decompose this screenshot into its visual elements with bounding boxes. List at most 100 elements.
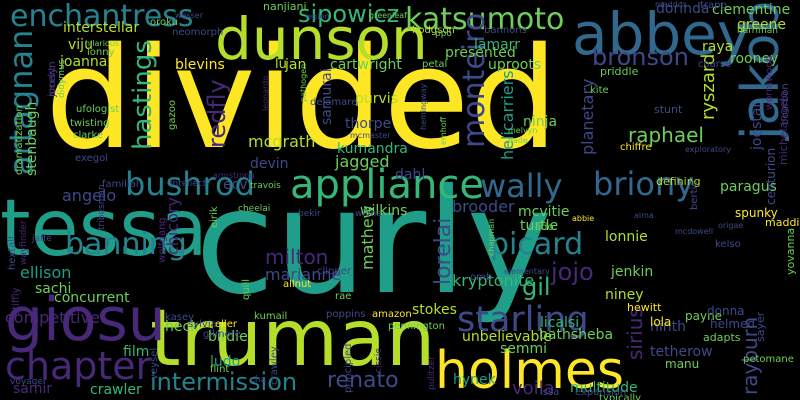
word-bushrod: bushrod bbox=[125, 165, 255, 203]
word-jagged: jagged bbox=[335, 152, 390, 171]
word-bronson: bronson bbox=[592, 43, 689, 71]
word-alma: alma bbox=[634, 211, 654, 220]
word-ppo: ppo bbox=[435, 29, 452, 39]
word-kasey: kasey bbox=[165, 312, 195, 323]
word-sylvia: sylvia bbox=[188, 319, 217, 330]
word-clarke: clarke bbox=[73, 130, 104, 141]
word-exegol: exegol bbox=[75, 153, 108, 164]
word-cissie: cissie bbox=[374, 348, 384, 373]
word-jan: jan bbox=[285, 57, 307, 73]
word-flint: flint bbox=[210, 364, 230, 375]
word-michelangelo: michelangelo bbox=[777, 91, 790, 165]
word-paragus: paragus bbox=[720, 179, 777, 195]
word-hilarious: hilarious bbox=[85, 39, 120, 48]
word-omb: omb bbox=[470, 272, 493, 283]
word-picard: picard bbox=[490, 227, 584, 262]
word-lonny: lonny bbox=[87, 47, 115, 58]
word-gazoo: gazoo bbox=[167, 100, 178, 130]
word-yovanna: yovanna bbox=[784, 227, 797, 275]
word-voyager: voyager bbox=[10, 377, 47, 387]
word-maddox: maddox bbox=[655, 0, 688, 9]
word-curly: curly bbox=[195, 158, 553, 327]
word-gil: gil bbox=[522, 273, 551, 301]
word-greenleaf: greenleaf bbox=[369, 11, 407, 20]
word-holmes: holmes bbox=[435, 341, 624, 400]
word-stiffly: stiffly bbox=[11, 287, 22, 316]
word-issa: issa bbox=[540, 387, 560, 398]
word-ecv: ecv bbox=[223, 177, 248, 193]
word-gilmore: gilmore bbox=[203, 329, 241, 340]
word-lonnie: lonnie bbox=[605, 229, 648, 245]
word-donna: donna bbox=[707, 304, 745, 318]
word-origae: origae bbox=[718, 221, 744, 230]
word-licalsi: licalsi bbox=[540, 315, 580, 331]
word-ellison: ellison bbox=[20, 263, 72, 282]
word-amazon: amazon bbox=[372, 309, 412, 320]
word-poppins: poppins bbox=[326, 309, 366, 320]
word-marianne: marianne bbox=[265, 265, 342, 284]
word-stenbaugh: stenbaugh bbox=[24, 101, 40, 176]
word-devin: devin bbox=[250, 156, 289, 172]
word-ufologist: ufologist bbox=[76, 104, 120, 115]
word-enchantress: enchantress bbox=[10, 0, 194, 34]
word-raphael: raphael bbox=[628, 123, 704, 147]
word-tribesman: tribesman bbox=[97, 184, 107, 230]
word-competitive: competitive bbox=[5, 308, 100, 327]
word-tessa: tessa bbox=[0, 184, 208, 274]
word-bertie: bertie bbox=[689, 180, 700, 210]
word-giosu: giosu bbox=[5, 285, 166, 355]
word-melvyn: melvyn bbox=[508, 126, 538, 135]
word-niney: niney bbox=[605, 287, 644, 303]
word-trapp: trapp bbox=[700, 0, 727, 11]
word-kumandra: kumandra bbox=[337, 141, 408, 157]
word-jaffe: jaffe bbox=[32, 234, 52, 244]
word-oroku: oroku bbox=[150, 17, 178, 28]
word-expansion: expansion bbox=[575, 387, 627, 398]
word-eller: eller bbox=[215, 319, 237, 330]
word-pulitzer: pulitzer bbox=[427, 356, 437, 390]
word-viju: viju bbox=[68, 37, 93, 53]
word-petomane: petomane bbox=[743, 354, 794, 365]
word-mcmaster: mcmaster bbox=[350, 131, 391, 140]
word-wayfinder: wayfinder bbox=[19, 220, 29, 265]
word-joanna: joanna bbox=[60, 54, 108, 70]
word-unbelievable: unbelievable bbox=[462, 329, 552, 345]
word-stokes: stokes bbox=[412, 302, 457, 318]
word-greene: greene bbox=[737, 17, 787, 33]
word-hextall: hextall bbox=[7, 236, 18, 270]
word-truman: truman bbox=[150, 294, 436, 384]
word-mcdowell: mcdowell bbox=[675, 227, 714, 236]
word-lamarr: lamarr bbox=[474, 37, 520, 53]
word-sayer: sayer bbox=[754, 311, 767, 342]
word-wormwood: wormwood bbox=[764, 55, 775, 110]
word-wilkins: wilkins bbox=[360, 203, 408, 219]
word-rae: rae bbox=[335, 291, 352, 302]
word-angelo: angelo bbox=[62, 186, 117, 205]
word-eade: eade bbox=[508, 136, 528, 145]
word-kelso: kelso bbox=[715, 239, 741, 250]
word-sipowicz: sipowicz bbox=[298, 0, 400, 28]
word-stunt: stunt bbox=[654, 103, 683, 116]
word-mcvitie: mcvitie bbox=[518, 204, 570, 220]
word-ninth: ninth bbox=[650, 319, 686, 335]
word-divided: divided bbox=[45, 18, 559, 181]
word-ludo: ludo bbox=[210, 354, 241, 370]
word-blevins: blevins bbox=[175, 57, 225, 73]
word-bekir: bekir bbox=[298, 209, 321, 219]
word-kite: kite bbox=[590, 85, 609, 96]
word-maddie: maddie bbox=[765, 216, 800, 229]
word-hastings: hastings bbox=[128, 40, 158, 150]
word-katsumoto: katsumoto bbox=[405, 2, 565, 37]
word-multitude: multitude bbox=[570, 380, 638, 396]
word-cha: cha bbox=[250, 375, 267, 385]
word-delamare: delamare bbox=[310, 97, 358, 108]
word-hemingway: hemingway bbox=[419, 83, 428, 130]
word-lola: lola bbox=[650, 315, 672, 329]
word-lu: lu bbox=[275, 57, 287, 72]
word-bannons: bannons bbox=[484, 25, 527, 36]
word-veysel: veysel bbox=[149, 347, 160, 380]
word-redfly: redfly bbox=[203, 79, 231, 148]
word-leonardo: leonardo bbox=[261, 75, 270, 111]
word-didymus: didymus bbox=[57, 59, 67, 98]
